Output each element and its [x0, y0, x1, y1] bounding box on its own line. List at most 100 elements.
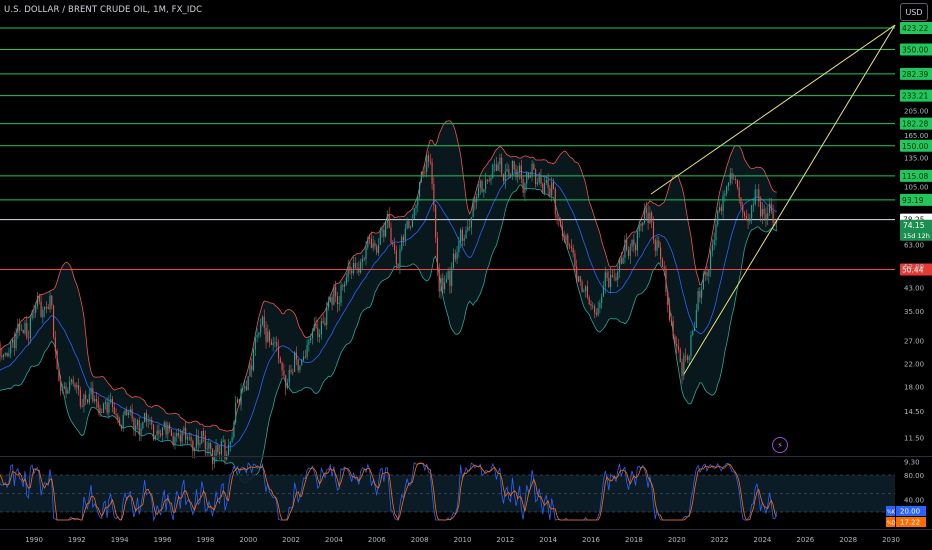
level-label: 182.28 — [902, 120, 928, 129]
candle-body — [743, 212, 746, 217]
candle-body — [702, 274, 705, 289]
candle-body — [295, 352, 297, 360]
candle-body — [597, 307, 599, 315]
candle-body — [718, 207, 721, 211]
time-tick: 2006 — [368, 536, 386, 544]
candle-body — [527, 173, 530, 178]
candle-body — [638, 223, 640, 232]
candle-body — [351, 270, 353, 274]
candle-body — [381, 229, 383, 232]
lightning-icon[interactable]: ⚡ — [772, 437, 788, 453]
candle-body — [220, 441, 222, 454]
time-tick: 2012 — [496, 536, 514, 544]
candle-body — [519, 165, 521, 173]
candle-body — [579, 276, 581, 282]
candle-body — [126, 410, 128, 415]
candle-body — [701, 288, 703, 298]
candle-body — [515, 169, 517, 178]
candle-body — [715, 224, 717, 240]
price-tick: 9.30 — [904, 459, 920, 467]
candle-body — [690, 334, 692, 357]
candle-body — [720, 207, 722, 212]
candle-body — [445, 279, 447, 283]
candle-body — [319, 334, 321, 337]
candle-body — [631, 239, 633, 247]
candle-body — [417, 196, 419, 206]
candle-body — [24, 323, 26, 334]
candle-body — [647, 212, 649, 223]
candle-body — [627, 249, 630, 256]
candle-body — [69, 381, 71, 391]
candle-body — [633, 239, 635, 245]
candle-body — [461, 229, 463, 241]
candle-body — [306, 344, 308, 358]
time-tick: 2020 — [668, 536, 686, 544]
countdown-label: 15d 12h — [903, 232, 930, 240]
candle-body — [56, 351, 58, 369]
candle-body — [590, 304, 592, 307]
price-tick: 205.00 — [904, 107, 929, 115]
candle-body — [219, 451, 221, 454]
candle-body — [413, 208, 415, 219]
candle-body — [103, 403, 105, 413]
time-tick: 2030 — [882, 536, 900, 544]
candle-body — [767, 213, 769, 220]
candle-body — [172, 436, 174, 446]
candle-body — [663, 266, 665, 269]
candle-body — [379, 231, 381, 245]
candle-body — [469, 227, 471, 228]
candle-body — [486, 179, 488, 181]
candle-body — [611, 274, 613, 277]
candle-body — [649, 212, 651, 223]
candle-body — [81, 406, 83, 408]
candle-body — [452, 253, 455, 268]
candle-body — [104, 402, 106, 404]
candle-body — [399, 249, 401, 267]
basis-line — [0, 171, 777, 448]
candle-body — [154, 435, 156, 440]
candle-body — [267, 331, 269, 342]
candle-body — [133, 418, 135, 430]
candle-body — [472, 200, 474, 218]
candle-body — [577, 276, 580, 282]
candle-body — [317, 328, 319, 337]
level-label: 282.39 — [902, 70, 928, 79]
candle-body — [179, 435, 181, 442]
candle-body — [738, 187, 740, 198]
candle-body — [244, 386, 246, 388]
trendline-upper — [650, 24, 896, 195]
candle-body — [604, 272, 606, 287]
k-value-tag — [896, 506, 926, 516]
candle-body — [661, 258, 663, 267]
candle-body — [624, 239, 626, 258]
candle-body — [163, 422, 165, 428]
candle-body — [269, 331, 271, 342]
price-tick: 43.00 — [904, 285, 924, 293]
price-tick: 35.00 — [904, 308, 924, 316]
candle-body — [561, 226, 563, 237]
candle-body — [542, 183, 544, 194]
candle-body — [117, 415, 119, 420]
oscillator-tick: 40.00 — [904, 497, 924, 505]
candle-body — [722, 195, 724, 212]
candle-body — [522, 179, 524, 193]
candle-body — [392, 243, 394, 245]
candle-body — [292, 371, 294, 373]
d-label: %D — [887, 521, 896, 527]
currency-button[interactable]: USD — [900, 3, 928, 21]
price-tick: 105.00 — [904, 183, 929, 191]
candle-body — [749, 218, 751, 222]
candle-body — [747, 220, 749, 222]
candle-body — [131, 409, 133, 419]
candle-body — [618, 258, 621, 272]
candle-body — [481, 180, 483, 192]
candle-body — [699, 290, 701, 298]
candle-body — [588, 297, 590, 305]
candle-body — [658, 240, 660, 248]
candle-body — [502, 174, 505, 182]
candle-body — [695, 309, 697, 328]
candle-body — [670, 320, 672, 321]
level-tag — [900, 21, 932, 34]
candle-body — [688, 356, 690, 360]
